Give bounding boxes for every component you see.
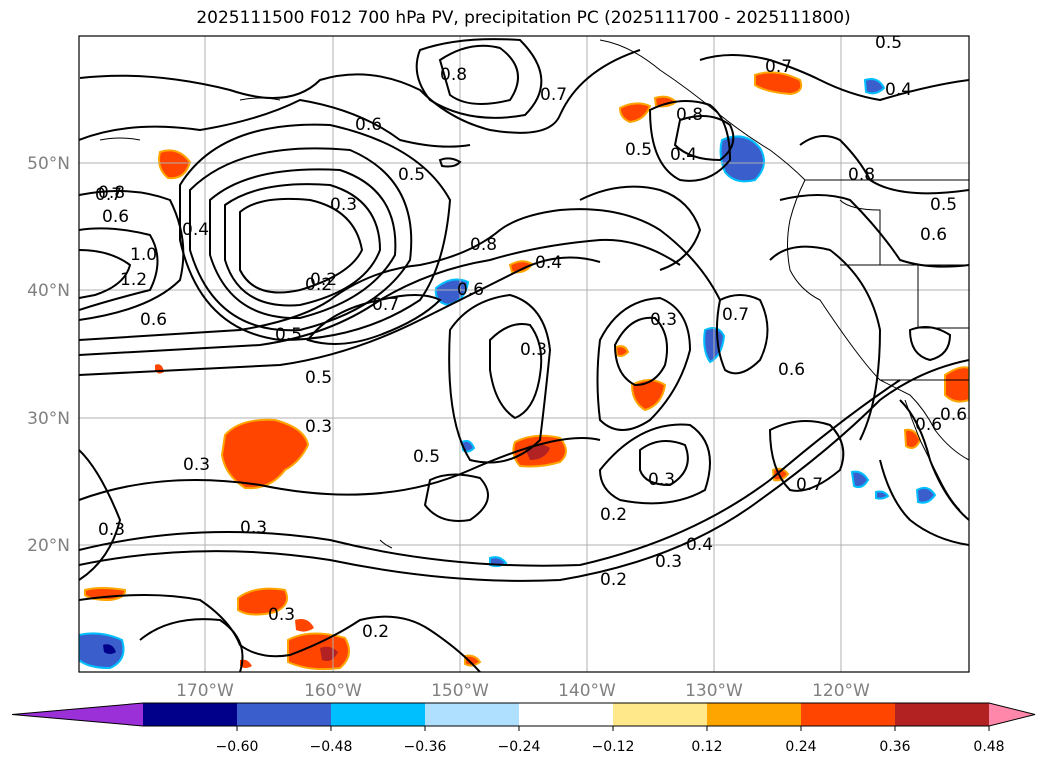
contour-label: 0.5 <box>930 195 957 215</box>
colorbar-bin <box>707 703 801 726</box>
colorbar-outline <box>11 702 1036 727</box>
contour-label: 0.2 <box>305 275 332 295</box>
contour-label: 0.3 <box>650 310 677 330</box>
contour-label: 1.2 <box>120 270 147 290</box>
colorbar-tick-label: −0.12 <box>592 739 635 755</box>
lon-label: 140°W <box>558 681 616 701</box>
contour-label: 0.3 <box>98 520 125 540</box>
lat-label: 50°N <box>27 154 70 174</box>
contour-label: 0.3 <box>655 552 682 572</box>
colorbar-tick-label: 0.48 <box>973 739 1004 755</box>
pv-contours <box>79 38 969 672</box>
contour-label: 0.4 <box>670 145 697 165</box>
lon-label: 160°W <box>304 681 362 701</box>
contour-label: 0.3 <box>183 455 210 475</box>
lon-labels: 170°W 160°W 150°W 140°W 130°W 120°W <box>176 681 870 701</box>
contour-label: 0.6 <box>920 225 947 245</box>
contour-label: 0.7 <box>95 185 122 205</box>
contour-label: 0.5 <box>875 33 902 53</box>
contour-label: 0.6 <box>940 405 967 425</box>
colorbar-extend-low <box>12 703 143 726</box>
colorbar-tick-label: 0.36 <box>879 739 910 755</box>
map-title: 2025111500 F012 700 hPa PV, precipitatio… <box>196 8 851 28</box>
lon-label: 150°W <box>431 681 489 701</box>
contour-label: 0.7 <box>765 57 792 77</box>
colorbar-tick-label: −0.60 <box>216 739 259 755</box>
contour-label: 0.3 <box>648 470 675 490</box>
contour-label: 0.7 <box>722 305 749 325</box>
contour-label: 0.8 <box>848 165 875 185</box>
colorbar-bin <box>895 703 989 726</box>
lat-labels: 50°N 40°N 30°N 20°N <box>27 154 70 556</box>
coastlines <box>99 39 969 549</box>
contour-label: 0.8 <box>470 235 497 255</box>
contour-label: 0.8 <box>676 105 703 125</box>
contour-label: 0.2 <box>600 570 627 590</box>
contour-label: 0.6 <box>778 360 805 380</box>
colorbar-bin <box>613 703 707 726</box>
contour-label: 0.2 <box>600 505 627 525</box>
lat-label: 20°N <box>27 536 70 556</box>
contour-label: 0.3 <box>520 340 547 360</box>
contour-label: 0.4 <box>182 220 209 240</box>
colorbar-bin <box>425 703 519 726</box>
colorbar-tick-label: 0.24 <box>785 739 816 755</box>
contour-label: 0.4 <box>885 80 912 100</box>
contour-label: 0.6 <box>355 115 382 135</box>
lat-label: 30°N <box>27 409 70 429</box>
colorbar-tick-label: −0.48 <box>310 739 353 755</box>
colorbar-bin <box>143 703 237 726</box>
colorbar-extend-high <box>989 703 1035 726</box>
contour-label: 0.2 <box>362 622 389 642</box>
colorbar-tick-label: −0.24 <box>498 739 541 755</box>
contour-label: 0.5 <box>275 325 302 345</box>
contour-label: 0.5 <box>413 447 440 467</box>
colorbar: −0.60 −0.48 −0.36 −0.24 −0.12 0.12 0.24 0.36 0.4… <box>11 702 1036 755</box>
colorbar-tick-label: −0.36 <box>404 739 447 755</box>
contour-label: 0.8 <box>440 65 467 85</box>
contour-label: 0.8 <box>98 183 125 203</box>
colorbar-bin <box>237 703 331 726</box>
colorbar-tick-label: 0.12 <box>691 739 722 755</box>
lat-label: 40°N <box>27 281 70 301</box>
contour-label: 0.4 <box>686 535 713 555</box>
map-panel: 0.8 0.7 0.5 0.4 0.6 0.5 0.4 0.7 0.8 0.6 … <box>79 33 969 672</box>
lon-label: 120°W <box>812 681 870 701</box>
contour-label: 0.3 <box>305 417 332 437</box>
contour-label: 0.5 <box>305 368 332 388</box>
contour-label: 0.3 <box>268 605 295 625</box>
contour-label: 0.7 <box>796 475 823 495</box>
lon-label: 170°W <box>176 681 234 701</box>
colorbar-bin <box>331 703 425 726</box>
colorbar-bin <box>801 703 895 726</box>
contour-label: 0.2 <box>310 270 337 290</box>
contour-label: 0.3 <box>330 195 357 215</box>
contour-label: 1.0 <box>130 245 157 265</box>
contour-label: 0.5 <box>398 165 425 185</box>
colorbar-bin <box>519 703 613 726</box>
lon-label: 130°W <box>685 681 743 701</box>
contour-label: 0.6 <box>102 207 129 227</box>
contour-label: 0.3 <box>240 518 267 538</box>
contour-label: 0.7 <box>540 85 567 105</box>
map-frame <box>78 35 970 673</box>
contour-label: 0.4 <box>535 253 562 273</box>
contour-label: 0.6 <box>140 310 167 330</box>
contour-labels: 0.8 0.7 0.5 0.4 0.6 0.5 0.4 0.7 0.8 0.6 … <box>95 33 967 642</box>
contour-label: 0.6 <box>457 280 484 300</box>
contour-label: 0.7 <box>372 295 399 315</box>
contour-label: 0.6 <box>915 415 942 435</box>
contour-label: 0.5 <box>625 140 652 160</box>
